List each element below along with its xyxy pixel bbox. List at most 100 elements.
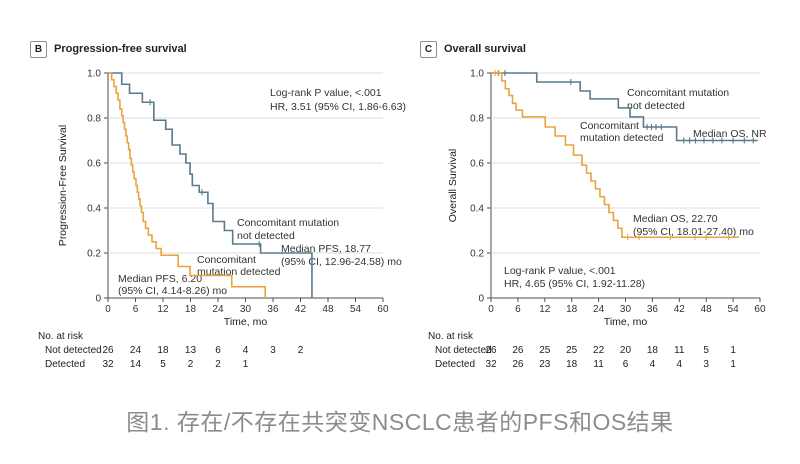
y-tick-label: 0.8 <box>87 114 101 125</box>
risk-count: 26 <box>485 345 497 356</box>
os-median-detected-line1: Median OS, 22.70 <box>633 213 718 225</box>
risk-count: 18 <box>157 345 169 356</box>
y-tick-label: 0.6 <box>87 159 101 170</box>
risk-count: 24 <box>129 345 142 356</box>
x-tick-label: 12 <box>157 304 169 315</box>
risk-count: 20 <box>619 345 632 356</box>
risk-count: 25 <box>566 345 578 356</box>
x-tick-label: 6 <box>133 304 139 315</box>
y-tick-label: 0 <box>478 294 484 305</box>
x-axis-title: Time, mo <box>224 316 268 328</box>
panel-c-label: C <box>420 40 437 58</box>
os-risk-row-detected-label: Detected <box>435 359 476 370</box>
x-tick-label: 18 <box>185 304 197 315</box>
os-group-detected-label-line1: Concomitant <box>580 120 639 132</box>
x-tick-label: 18 <box>566 304 578 315</box>
risk-count: 2 <box>187 359 194 370</box>
risk-count: 4 <box>649 359 656 370</box>
x-tick-label: 0 <box>488 304 494 315</box>
risk-count: 3 <box>270 345 276 356</box>
risk-count: 1 <box>730 359 736 370</box>
risk-count: 25 <box>539 345 551 356</box>
panel-b-header: B Progression-free survival <box>30 40 187 58</box>
risk-count: 5 <box>703 345 709 356</box>
pfs-group-not-detected-label-line2: not detected <box>237 230 295 242</box>
x-tick-label: 60 <box>754 304 766 315</box>
x-tick-label: 6 <box>515 304 521 315</box>
y-tick-label: 0.4 <box>87 204 101 215</box>
risk-count: 1 <box>730 345 736 356</box>
x-tick-label: 36 <box>647 304 659 315</box>
y-axis-title: Progression-Free Survival <box>57 125 69 246</box>
y-tick-label: 0.2 <box>470 249 484 260</box>
y-tick-label: 0.2 <box>87 249 101 260</box>
x-tick-label: 24 <box>212 304 224 315</box>
os-group-detected-label-line2: mutation detected <box>580 132 664 144</box>
x-tick-label: 0 <box>105 304 111 315</box>
pfs-median-detected-line1: Median PFS, 6.20 <box>118 273 202 285</box>
y-tick-label: 1.0 <box>470 69 484 80</box>
pfs-group-not-detected-label-line1: Concomitant mutation <box>237 217 339 229</box>
pfs-median-not-detected-line2: (95% CI, 12.96-24.58) mo <box>281 256 402 268</box>
pfs-logrank-annotation: Log-rank P value, <.001 <box>270 87 382 99</box>
y-axis-title: Overall Survival <box>447 149 459 223</box>
risk-count: 22 <box>593 345 605 356</box>
pfs-median-not-detected-line1: Median PFS, 18.77 <box>281 243 371 255</box>
pfs-median-detected-line2: (95% CI, 4.14-8.26) mo <box>118 285 227 297</box>
km-curve <box>491 72 739 239</box>
x-tick-label: 48 <box>701 304 713 315</box>
risk-count: 26 <box>102 345 114 356</box>
risk-count: 5 <box>160 359 166 370</box>
y-tick-label: 0.8 <box>470 114 484 125</box>
pfs-risk-header: No. at risk <box>38 331 84 342</box>
y-tick-label: 1.0 <box>87 69 101 80</box>
pfs-hr-annotation: HR, 3.51 (95% CI, 1.86-6.63) <box>270 101 406 113</box>
risk-count: 6 <box>215 345 221 356</box>
y-tick-label: 0 <box>95 294 101 305</box>
os-median-detected-line2: (95% CI, 18.01-27.40) mo <box>633 226 754 238</box>
risk-count: 2 <box>215 359 221 370</box>
x-tick-label: 12 <box>539 304 551 315</box>
x-tick-label: 42 <box>674 304 686 315</box>
km-curve <box>108 72 267 298</box>
x-tick-label: 60 <box>377 304 389 315</box>
panel-b-title: Progression-free survival <box>54 43 187 55</box>
risk-count: 26 <box>512 359 524 370</box>
x-tick-label: 42 <box>295 304 307 315</box>
pfs-risk-row-not-detected-label: Not detected <box>45 345 102 356</box>
risk-count: 4 <box>676 359 683 370</box>
os-risk-header: No. at risk <box>428 331 474 342</box>
x-tick-label: 54 <box>350 304 362 315</box>
x-tick-label: 48 <box>322 304 334 315</box>
risk-count: 14 <box>129 359 142 370</box>
risk-count: 13 <box>184 345 197 356</box>
x-tick-label: 30 <box>240 304 252 315</box>
risk-count: 4 <box>242 345 249 356</box>
pfs-risk-row-detected-label: Detected <box>45 359 86 370</box>
risk-count: 32 <box>102 359 114 370</box>
risk-count: 6 <box>622 359 629 370</box>
x-tick-label: 36 <box>267 304 279 315</box>
risk-count: 11 <box>674 345 685 356</box>
risk-count: 26 <box>512 345 524 356</box>
x-tick-label: 54 <box>728 304 740 315</box>
risk-count: 2 <box>297 345 304 356</box>
panel-c-title: Overall survival <box>444 43 526 55</box>
risk-count: 3 <box>703 359 709 370</box>
os-median-not-detected: Median OS, NR <box>693 128 767 140</box>
panel-b-label: B <box>30 40 47 58</box>
risk-count: 11 <box>593 359 604 370</box>
os-risk-row-not-detected-label: Not detected <box>435 345 492 356</box>
risk-count: 18 <box>646 345 658 356</box>
km-curve <box>108 72 313 298</box>
y-tick-label: 0.4 <box>470 204 484 215</box>
risk-count: 1 <box>242 359 249 370</box>
os-hr-annotation: HR, 4.65 (95% CI, 1.92-11.28) <box>504 278 645 290</box>
pfs-group-detected-label-line1: Concomitant <box>197 254 256 266</box>
risk-count: 32 <box>485 359 497 370</box>
risk-count: 23 <box>539 359 551 370</box>
y-tick-label: 0.6 <box>470 159 484 170</box>
risk-count: 18 <box>566 359 578 370</box>
